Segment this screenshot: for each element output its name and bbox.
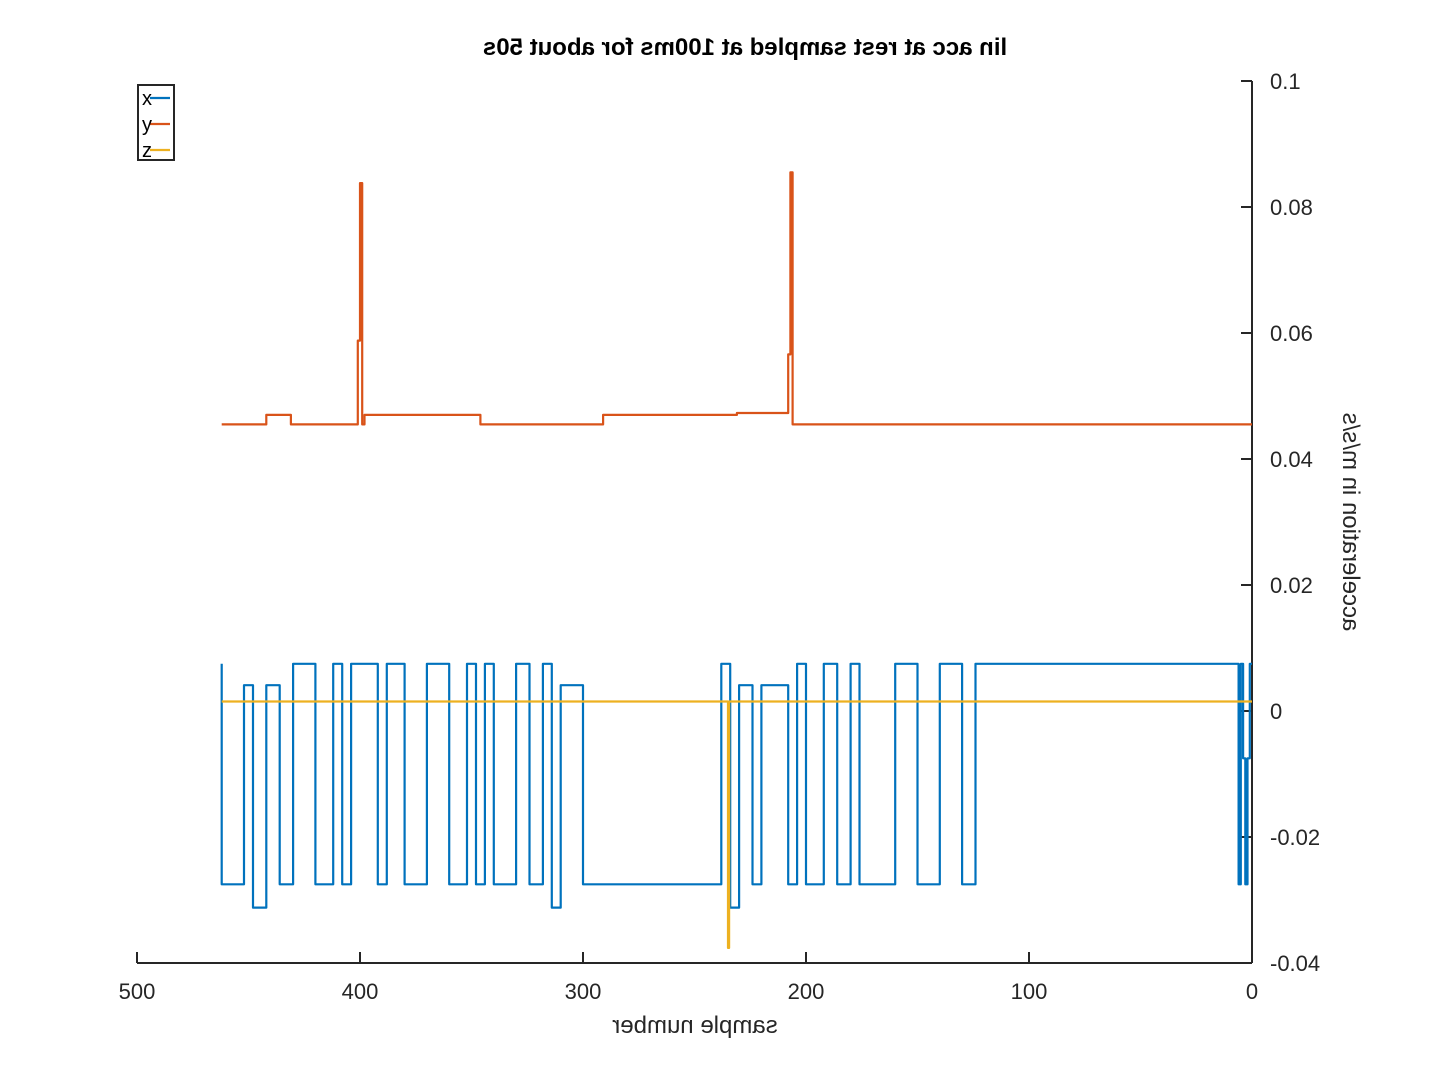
series-y-line xyxy=(221,171,1252,426)
series-layer xyxy=(220,171,1252,949)
y-tick-label: -0.04 xyxy=(1270,951,1320,976)
y-ticks: -0.04 -0.02 0 0.02 0.04 0.06 0.08 0.1 xyxy=(1241,69,1320,976)
y-tick-label: 0.1 xyxy=(1270,69,1301,94)
x-tick-label: 200 xyxy=(788,979,825,1004)
y-tick-label: 0.04 xyxy=(1270,447,1313,472)
mirrored-figure: lin acc at rest sampled at 100ms for abo… xyxy=(119,34,1364,1039)
x-tick-label: 400 xyxy=(342,979,379,1004)
y-tick-label: 0.06 xyxy=(1270,321,1313,346)
legend: xyz xyxy=(137,84,175,162)
y-tick-label: 0.02 xyxy=(1270,573,1313,598)
x-tick-label: 0 xyxy=(1246,979,1258,1004)
x-ticks: 0 100 200 300 400 500 xyxy=(119,952,1258,1004)
y-tick-label: 0 xyxy=(1270,699,1282,724)
y-tick-label: 0.08 xyxy=(1270,195,1313,220)
x-tick-label: 300 xyxy=(565,979,602,1004)
x-axis-title: sample number xyxy=(612,1012,777,1039)
legend-label-z: z xyxy=(142,140,152,162)
chart-title: lin acc at rest sampled at 100ms for abo… xyxy=(483,34,1007,61)
y-axis-title: acceleration in m/s/s xyxy=(1337,413,1364,632)
legend-label-y: y xyxy=(142,114,152,136)
axes xyxy=(137,81,1253,964)
legend-label-x: x xyxy=(142,88,152,110)
series-x-line xyxy=(220,662,1252,909)
series-z-line xyxy=(221,700,1252,949)
x-tick-label: 100 xyxy=(1011,979,1048,1004)
y-tick-label: -0.02 xyxy=(1270,825,1320,850)
x-tick-label: 500 xyxy=(119,979,156,1004)
